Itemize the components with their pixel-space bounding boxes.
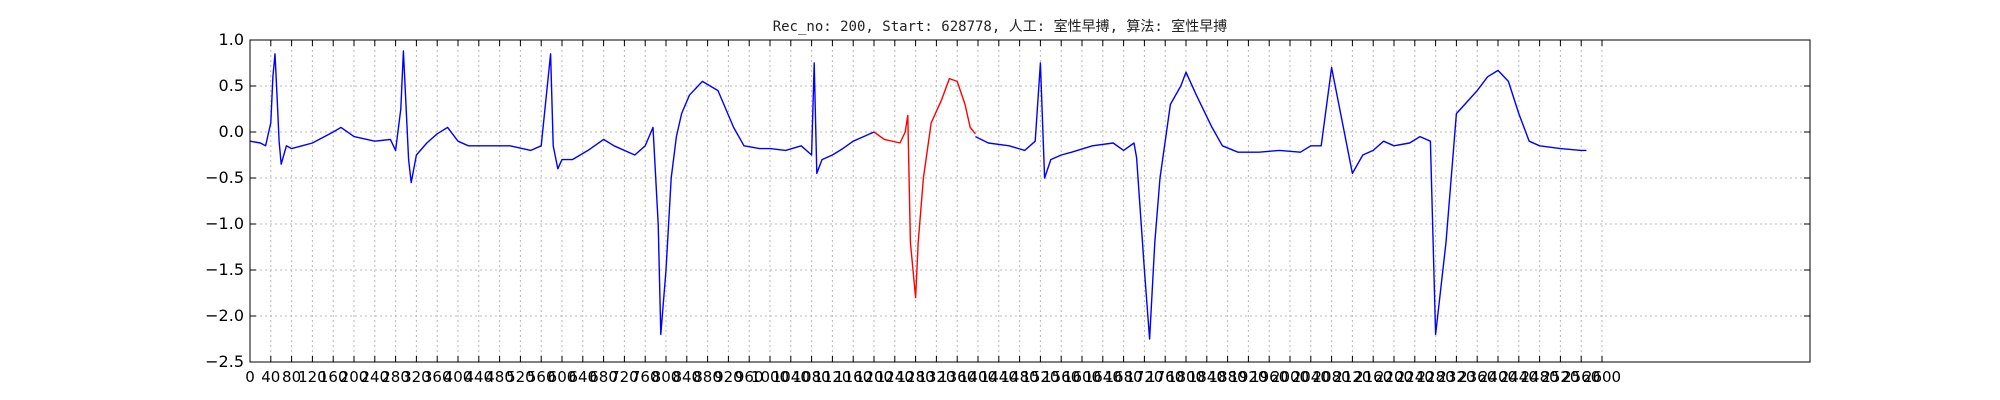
y-tick-label: 1.0 — [219, 30, 244, 49]
chart-title: Rec_no: 200, Start: 628778, 人工: 室性早搏, 算法… — [773, 18, 1228, 35]
y-tick-label: −2.0 — [205, 306, 244, 325]
y-tick-label: −1.0 — [205, 214, 244, 233]
x-tick-label: 2600 — [1583, 368, 1621, 386]
y-tick-labels: 1.0 0.5 0.0 −0.5 −1.0 −1.5 −2.0 −2.5 — [205, 30, 244, 371]
series-line-2 — [975, 63, 1586, 339]
y-tick-label: −1.5 — [205, 260, 244, 279]
grid-lines — [250, 40, 1810, 362]
y-tick-label: 0.5 — [219, 76, 244, 95]
tick-marks — [250, 40, 1810, 362]
x-tick-labels: 0 40 8012016020024028032036040044048052056… — [245, 368, 1621, 386]
plot-frame — [250, 40, 1810, 362]
y-tick-label: −0.5 — [205, 168, 244, 187]
y-tick-label: 0.0 — [219, 122, 244, 141]
series-line-1 — [874, 79, 975, 298]
y-tick-label: −2.5 — [205, 352, 244, 371]
x-tick-label: 40 — [261, 368, 280, 386]
x-tick-label: 0 — [245, 368, 255, 386]
signal-series — [250, 51, 1586, 339]
